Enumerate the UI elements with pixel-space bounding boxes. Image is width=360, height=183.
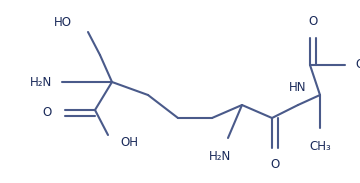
Text: H₂N: H₂N bbox=[30, 76, 52, 89]
Text: O: O bbox=[309, 15, 318, 28]
Text: CH₃: CH₃ bbox=[309, 140, 331, 153]
Text: OH: OH bbox=[355, 59, 360, 72]
Text: OH: OH bbox=[120, 137, 138, 150]
Text: H₂N: H₂N bbox=[209, 150, 231, 163]
Text: HN: HN bbox=[289, 81, 307, 94]
Text: HO: HO bbox=[54, 16, 72, 29]
Text: O: O bbox=[43, 107, 52, 119]
Text: O: O bbox=[270, 158, 280, 171]
